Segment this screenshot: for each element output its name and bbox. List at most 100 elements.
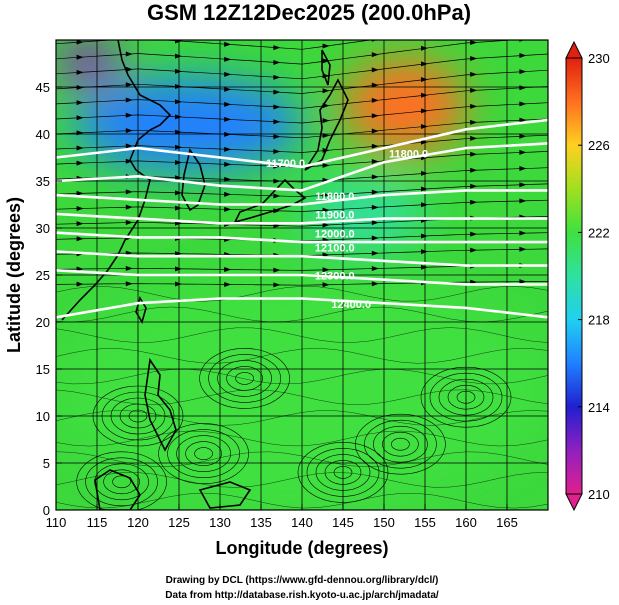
contour-label: 12000.0 xyxy=(315,228,355,240)
wind-arrow xyxy=(76,130,84,136)
streamline-eddy xyxy=(158,423,249,484)
wind-arrow xyxy=(224,131,232,137)
temperature-region xyxy=(343,58,466,153)
wind-arrow xyxy=(273,134,281,140)
streamline xyxy=(56,472,548,488)
wind-arrow xyxy=(421,202,428,208)
streamline-eddy xyxy=(208,354,281,403)
plot-area: 11700.0 11800.0 11800.0 11900.0 12000.0 12100… xyxy=(56,40,548,510)
wind-arrow xyxy=(371,159,379,165)
streamline-eddy xyxy=(456,390,476,404)
wind-arrow xyxy=(519,85,527,91)
wind-arrow xyxy=(125,82,133,88)
streamline-eddy xyxy=(373,425,428,463)
wind-arrow xyxy=(371,82,379,88)
x-tick-label: 150 xyxy=(373,515,395,530)
streamline-eddy xyxy=(94,463,149,501)
streamline-eddy xyxy=(176,435,231,472)
streamline-eddy xyxy=(110,397,166,435)
wind-arrow xyxy=(519,69,527,75)
streamline xyxy=(56,199,548,212)
wind-arrow xyxy=(470,103,478,109)
wind-arrow xyxy=(76,69,84,75)
wind-arrow xyxy=(470,167,478,173)
wind-arrow xyxy=(371,204,379,210)
colorbar-max-extension xyxy=(565,40,583,59)
credit-data-source: Data from http://database.rish.kyoto-u.a… xyxy=(165,590,439,601)
wind-arrow xyxy=(175,68,182,74)
streamline-eddy xyxy=(391,437,410,451)
wind-arrow xyxy=(224,266,232,272)
colorbar-tick-label: 218 xyxy=(588,313,610,328)
wind-arrow xyxy=(175,190,182,196)
x-tick-label: 115 xyxy=(87,515,108,530)
contour-label: 11800.0 xyxy=(315,191,354,203)
streamline-eddy xyxy=(167,429,240,478)
streamline-eddy xyxy=(315,454,371,491)
contour-label: 12100.0 xyxy=(315,243,355,255)
wind-arrow xyxy=(76,206,84,212)
x-tick-label: 160 xyxy=(455,515,477,530)
y-tick-label: 10 xyxy=(36,409,50,424)
wind-arrow xyxy=(322,88,330,94)
wind-arrow xyxy=(470,151,478,157)
wind-arrow xyxy=(519,182,527,188)
wind-arrow xyxy=(519,166,527,172)
wind-arrow xyxy=(519,101,527,107)
height-contour xyxy=(56,269,548,286)
wind-arrow xyxy=(322,58,330,64)
wind-arrow xyxy=(175,266,182,272)
wind-arrow xyxy=(470,183,478,189)
wind-arrow xyxy=(371,174,379,180)
wind-arrow xyxy=(371,97,379,103)
streamline-eddy xyxy=(438,378,494,416)
colorbar-min-extension xyxy=(565,493,583,512)
x-tick-label: 135 xyxy=(250,515,272,530)
sakhalin-coastline xyxy=(321,49,331,86)
streamline xyxy=(56,306,548,323)
wind-arrow xyxy=(224,116,232,122)
wind-arrow xyxy=(322,267,330,273)
streamline-eddy xyxy=(217,360,272,397)
wind-arrow xyxy=(371,113,379,119)
streamline xyxy=(56,410,548,426)
wind-arrow xyxy=(224,86,232,92)
streamline-eddy xyxy=(306,448,380,497)
wind-arrow xyxy=(125,281,133,287)
y-tick-label: 15 xyxy=(36,362,50,377)
wind-arrow xyxy=(125,143,133,149)
korea-coastline xyxy=(181,148,206,212)
x-tick-label: 125 xyxy=(168,515,190,530)
wind-arrow xyxy=(470,135,478,141)
wind-arrow xyxy=(175,129,182,135)
wind-arrow xyxy=(273,282,281,288)
y-tick-label: 45 xyxy=(36,80,50,95)
credit-dcl: Drawing by DCL (https://www.gfd-dennou.o… xyxy=(166,575,439,586)
streamline xyxy=(56,118,548,139)
wind-arrow xyxy=(76,145,84,151)
wind-arrow xyxy=(470,247,478,253)
wind-arrow xyxy=(76,100,84,106)
wind-arrow xyxy=(175,53,182,59)
wind-arrow xyxy=(273,193,281,199)
height-contour xyxy=(56,212,548,225)
wind-arrow xyxy=(76,236,84,242)
wind-arrow xyxy=(76,84,84,90)
colorbar: 210 214 218 222 226 230 xyxy=(565,40,610,512)
streamline-eddy xyxy=(447,384,485,410)
wind-arrow xyxy=(421,139,428,145)
wind-arrow xyxy=(371,143,379,149)
x-tick-label: 120 xyxy=(127,515,149,530)
colorbar-tick-label: 210 xyxy=(588,487,610,502)
streamline-eddy xyxy=(112,475,131,489)
y-tick-label: 0 xyxy=(43,503,50,518)
streamline xyxy=(56,53,548,80)
x-tick-label: 110 xyxy=(46,515,67,530)
philippines-coastline xyxy=(144,357,177,452)
streamline xyxy=(56,40,374,50)
wind-arrow xyxy=(175,251,182,257)
wind-arrow xyxy=(371,220,379,226)
wind-arrow xyxy=(76,221,84,227)
wind-arrow xyxy=(76,281,84,287)
streamline-eddy xyxy=(382,431,419,457)
